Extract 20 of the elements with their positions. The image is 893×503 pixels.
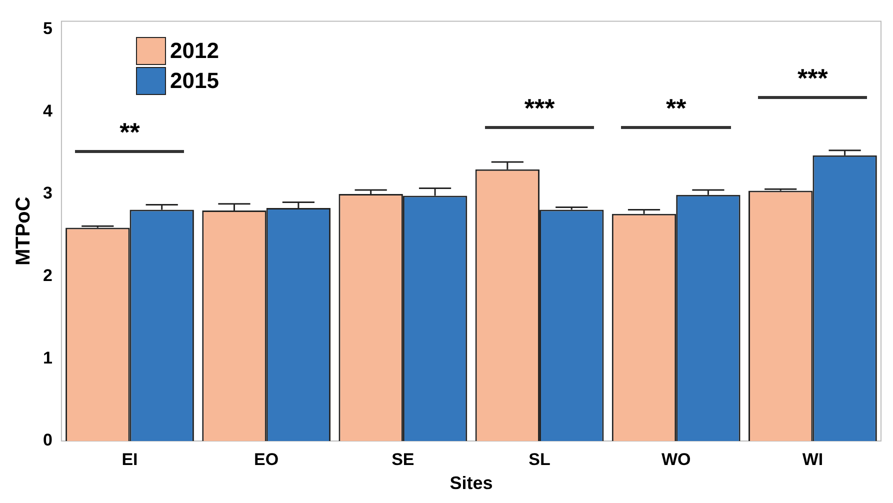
x-tick-label: SL [528, 450, 550, 469]
legend-label: 2015 [170, 68, 219, 94]
y-tick-label: 4 [42, 101, 53, 120]
x-tick-label: EO [254, 450, 279, 469]
y-tick-label: 2 [42, 266, 52, 286]
annotation: ** [664, 93, 688, 124]
x-tick-label: SE [392, 450, 414, 469]
annotation: *** [796, 63, 829, 94]
y-tick-label: 3 [42, 184, 52, 203]
legend-label: 2012 [170, 38, 219, 64]
y-tick-label: 0 [42, 430, 52, 450]
x-tick-label: EI [122, 450, 138, 469]
y-axis-title: MTPoC [12, 196, 35, 266]
y-tick-label: 5 [42, 19, 52, 38]
annotation: ** [118, 117, 141, 148]
y-tick-label: 1 [42, 348, 52, 368]
x-axis-title: Sites [450, 473, 493, 494]
annotation: *** [523, 93, 556, 124]
x-tick-label: WO [661, 450, 691, 469]
x-tick-label: WI [802, 450, 824, 469]
